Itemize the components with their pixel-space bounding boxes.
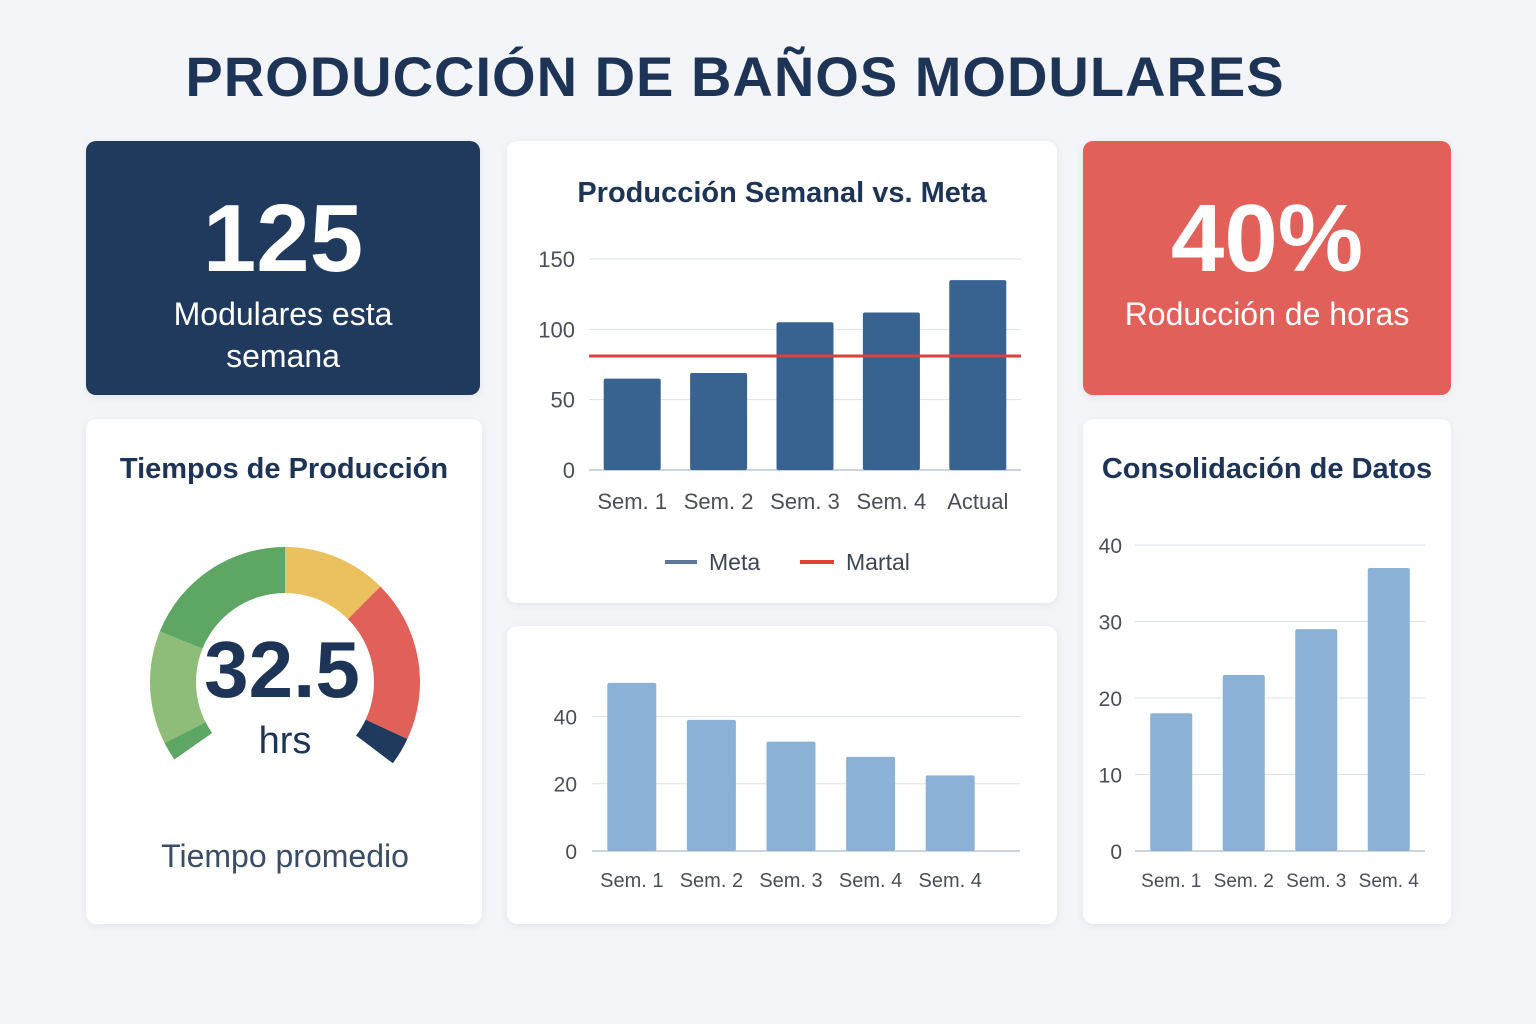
- x-tick-label: Sem. 3: [770, 489, 840, 514]
- x-tick-label: Sem. 2: [680, 870, 743, 892]
- bar: [690, 372, 748, 470]
- bar: [862, 312, 920, 470]
- x-tick-label: Sem. 1: [597, 489, 667, 514]
- y-tick-label: 50: [551, 388, 575, 413]
- consolidation-chart: 0 10 20 30 40 Sem. 1 Sem. 2 Sem. 3 Sem. 4: [1099, 535, 1425, 892]
- x-tick-label: Sem. 2: [1214, 871, 1274, 892]
- hours-kpi-value: 40%: [1170, 185, 1364, 292]
- gauge-segment-red: [347, 586, 420, 740]
- gauge-segment-navy: [356, 719, 408, 764]
- legend-label-meta: Meta: [709, 549, 760, 575]
- bar: [776, 322, 834, 470]
- gauge-segment-green-tip: [164, 722, 213, 760]
- consolidation-chart-title: Consolidación de Datos: [1101, 453, 1433, 485]
- gauge-card: Tiempos de Producción 32.5 hrs Tiempo prom…: [86, 419, 482, 924]
- y-tick-label: 150: [538, 247, 575, 272]
- gauge-segment-green: [159, 547, 285, 649]
- gauge: 32.5 hrs Tiempo promedio: [149, 547, 420, 874]
- hours-chart: 0 20 40 Sem. 1 Sem. 2 Sem. 3 Sem. 4 Sem. 4: [554, 682, 1020, 892]
- bar: [949, 280, 1007, 470]
- x-tick-label: Sem. 2: [684, 489, 754, 514]
- x-tick-label: Sem. 4: [919, 870, 982, 892]
- hours-kpi-card: 40% Roducción de horas: [1083, 141, 1451, 395]
- gauge-caption: Tiempo promedio: [161, 838, 409, 874]
- y-tick-label: 0: [565, 841, 577, 864]
- bar: [686, 719, 736, 851]
- gauge-segment-yellow: [285, 547, 381, 620]
- y-tick-label: 100: [538, 317, 575, 342]
- x-tick-label: Sem. 1: [600, 870, 663, 892]
- bar: [1150, 713, 1193, 851]
- hours-chart-card: 0 20 40 Sem. 1 Sem. 2 Sem. 3 Sem. 4 Sem. 4: [507, 626, 1057, 924]
- units-kpi-label-line1: Modulares esta: [173, 296, 393, 332]
- bar: [766, 741, 816, 851]
- bar: [1367, 567, 1410, 851]
- bar: [1222, 675, 1265, 851]
- bar: [846, 756, 896, 851]
- x-tick-label: Actual: [947, 489, 1008, 514]
- x-tick-label: Sem. 4: [857, 489, 927, 514]
- legend-label-martal: Martal: [846, 549, 910, 575]
- bar: [925, 775, 975, 851]
- bar: [607, 682, 657, 851]
- x-tick-label: Sem. 4: [839, 870, 902, 892]
- x-tick-label: Sem. 1: [1141, 871, 1201, 892]
- x-tick-label: Sem. 3: [1286, 871, 1346, 892]
- x-tick-label: Sem. 3: [759, 870, 822, 892]
- y-tick-label: 20: [554, 774, 577, 797]
- y-tick-label: 0: [563, 458, 575, 483]
- gauge-unit: hrs: [259, 720, 312, 762]
- units-kpi-value: 125: [202, 185, 364, 292]
- hours-kpi-label: Roducción de horas: [1124, 296, 1410, 332]
- bar: [1295, 629, 1338, 851]
- bar: [603, 378, 661, 470]
- y-tick-label: 30: [1099, 612, 1122, 635]
- units-kpi-label-line2: semana: [226, 338, 340, 374]
- y-tick-label: 40: [1099, 535, 1122, 558]
- units-kpi-card: 125 Modulares esta semana: [86, 141, 480, 395]
- y-tick-label: 40: [554, 706, 577, 729]
- x-tick-label: Sem. 4: [1359, 871, 1420, 892]
- y-tick-label: 10: [1099, 765, 1122, 788]
- gauge-title: Tiempos de Producción: [119, 453, 449, 485]
- weekly-chart-card: Producción Semanal vs. Meta 0 50 100 150 Sem…: [507, 141, 1057, 603]
- y-tick-label: 0: [1110, 841, 1122, 864]
- weekly-chart: 0 50 100 150 Sem. 1 Sem. 2 Sem. 3 Sem. 4 Actual M…: [538, 247, 1021, 575]
- y-tick-label: 20: [1099, 688, 1122, 711]
- gauge-value: 32.5: [204, 625, 360, 714]
- consolidation-chart-card: Consolidación de Datos 0 10 20 30 40 Sem. 1 Se…: [1083, 419, 1451, 924]
- page-title: PRODUCCIÓN DE BAÑOS MODULARES: [185, 45, 1285, 108]
- weekly-chart-title: Producción Semanal vs. Meta: [577, 177, 987, 209]
